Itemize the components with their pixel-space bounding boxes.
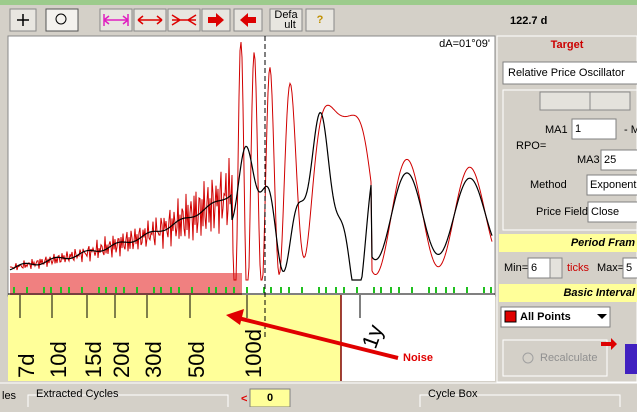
period-label: 15d xyxy=(81,341,106,378)
ma1-value: 1 xyxy=(575,123,581,135)
price-field-select[interactable] xyxy=(587,201,637,223)
ma1-label: MA1 xyxy=(545,124,568,136)
recalculate-icon xyxy=(522,352,534,364)
counter-value: 0 xyxy=(267,392,273,404)
cycle-box-group xyxy=(419,394,621,412)
ma3-value: 25 xyxy=(604,154,616,166)
cycles-group xyxy=(27,394,229,412)
indicator-value: Relative Price Oscillator xyxy=(508,67,625,79)
title-strip xyxy=(0,0,637,5)
color-swatch xyxy=(504,310,517,323)
side-label: les xyxy=(2,390,17,402)
recalculate-label: Recalculate xyxy=(540,352,597,364)
min-label: Min= xyxy=(504,262,528,274)
max-label: Max= xyxy=(597,262,624,274)
basic-interval-bar xyxy=(499,284,637,302)
shrink-icon xyxy=(171,14,197,26)
settings-panel: Target Relative Price Oscillator MA1 1 -… xyxy=(496,35,637,383)
min-value: 6 xyxy=(531,262,537,274)
annotation-arrow xyxy=(237,316,399,360)
period-label: 50d xyxy=(184,341,209,378)
method-select[interactable] xyxy=(586,174,637,196)
ma3-input[interactable] xyxy=(600,149,637,171)
period-label: 10d xyxy=(46,341,71,378)
extracted-cycles-label: Extracted Cycles xyxy=(36,388,119,400)
default-text: ult xyxy=(284,19,296,31)
default-button[interactable] xyxy=(269,8,303,32)
recalculate-button[interactable] xyxy=(502,339,608,377)
min-spinner[interactable] xyxy=(549,257,563,279)
interval-value: All Points xyxy=(520,311,571,323)
period-scale xyxy=(8,295,341,381)
ma3-label: MA3 xyxy=(577,154,600,166)
max-value: 5 xyxy=(626,262,632,274)
period-label: 20d xyxy=(109,341,134,378)
group-box xyxy=(502,89,637,231)
zoom-button[interactable] xyxy=(45,8,79,32)
forward-icon xyxy=(208,13,224,27)
toolbar: Defa ult ? 122.7 d xyxy=(9,8,547,32)
basic-interval-title: Basic Interval xyxy=(563,287,635,299)
period-readout: 122.7 d xyxy=(510,15,547,27)
smooth-wave xyxy=(9,111,493,281)
color-button[interactable] xyxy=(625,344,637,374)
period-label: 7d xyxy=(14,354,39,378)
angle-readout: dA=01°09' xyxy=(439,38,490,50)
expand-icon xyxy=(137,15,163,25)
period-label: 30d xyxy=(141,341,166,378)
year-scale xyxy=(341,295,495,381)
method-label: Method xyxy=(530,179,567,191)
dropdown-arrow xyxy=(597,314,607,319)
crosshair-icon xyxy=(17,14,29,26)
back-icon xyxy=(240,13,256,27)
fit-icon xyxy=(103,14,129,26)
tab[interactable] xyxy=(539,91,591,111)
annotation: Noise xyxy=(403,352,433,364)
indicator-field[interactable] xyxy=(502,61,637,85)
rpo-label: RPO= xyxy=(516,140,546,152)
tab[interactable] xyxy=(589,91,631,111)
default-text: Defa xyxy=(274,9,298,21)
ma1-suffix: - M xyxy=(624,124,637,136)
arrow-head xyxy=(226,309,244,325)
spectrum-chart: dA=01°09' 7d 10d 15d 20d 30d 50d 100d 1y Noise xyxy=(7,35,496,381)
bottom-bar: les Extracted Cycles < 0 Cycle Box xyxy=(0,382,637,412)
export-icon xyxy=(601,338,617,350)
panel-title: Target xyxy=(551,39,584,51)
ma1-input[interactable] xyxy=(571,118,617,140)
cycle-box-label: Cycle Box xyxy=(428,388,478,400)
period-frame-title: Period Fram xyxy=(571,237,635,249)
interval-select[interactable] xyxy=(500,306,611,328)
period-frame-bar xyxy=(499,234,637,252)
help-button[interactable] xyxy=(305,8,335,32)
prev-button[interactable]: < xyxy=(241,393,247,405)
price-field-value: Close xyxy=(591,206,619,218)
price-field-label: Price Field xyxy=(536,206,588,218)
method-value: Exponent xyxy=(590,179,636,191)
zoom-icon xyxy=(55,13,67,25)
ticks-label: ticks xyxy=(567,262,590,274)
help-icon: ? xyxy=(317,14,324,26)
period-label: 100d xyxy=(241,329,266,378)
max-input[interactable] xyxy=(622,257,637,279)
